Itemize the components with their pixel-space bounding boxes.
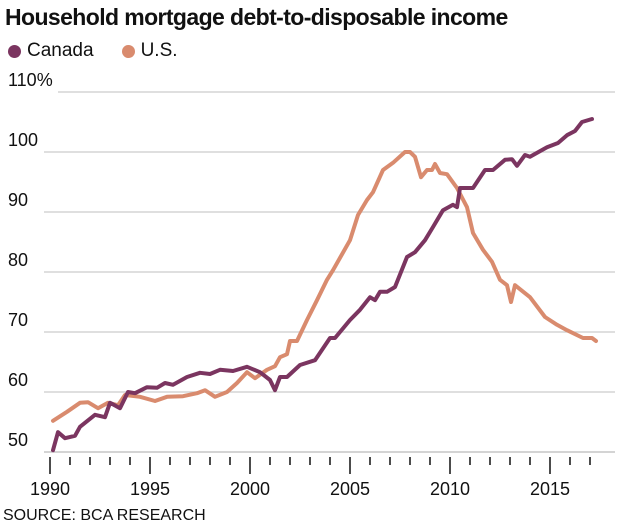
x-tick-label: 2005 [330, 479, 370, 499]
x-tick-label: 1990 [30, 479, 70, 499]
legend-label-us: U.S. [140, 40, 178, 61]
y-tick-label: 100 [8, 130, 38, 150]
y-tick-label: 50 [8, 430, 28, 450]
y-tick-label: 90 [8, 190, 28, 210]
legend-item-us: U.S. [121, 40, 178, 62]
y-tick-label: 80 [8, 250, 28, 270]
y-tick-label: 70 [8, 310, 28, 330]
x-tick-label: 2000 [230, 479, 270, 499]
legend-item-canada: Canada [8, 40, 94, 62]
y-tick-label: 110% [8, 70, 53, 90]
legend-dot-us [121, 44, 135, 58]
source-note: SOURCE: BCA RESEARCH [3, 507, 206, 524]
x-tick-label: 1995 [130, 479, 170, 499]
chart-title: Household mortgage debt-to-disposable in… [5, 4, 508, 30]
x-tick-label: 2010 [430, 479, 470, 499]
series-line-canada [51, 117, 594, 453]
legend-dot-canada [8, 44, 21, 58]
legend-label-canada: Canada [27, 40, 94, 61]
legend: Canada U.S. [8, 40, 178, 62]
x-tick-label: 2015 [530, 479, 570, 499]
series-line-us [51, 150, 598, 423]
y-tick-label: 60 [8, 370, 28, 390]
